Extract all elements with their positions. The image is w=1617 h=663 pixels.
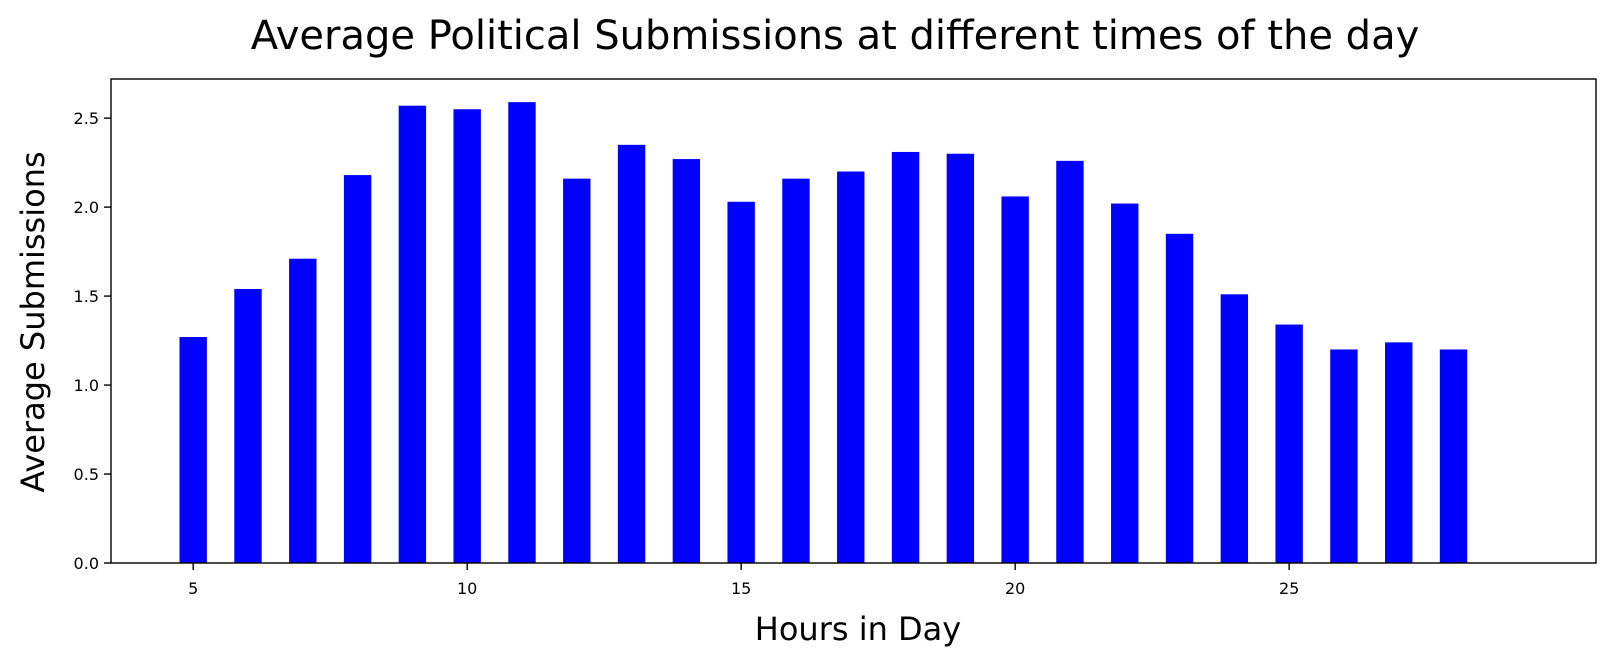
x-tick-label-20: 20 [1005, 579, 1025, 598]
bar-11 [508, 102, 536, 563]
bar-22 [1111, 203, 1139, 563]
bar-9 [398, 105, 427, 564]
bar-19 [946, 153, 975, 563]
y-tick-label-2.0: 2.0 [74, 198, 99, 217]
bar-16 [782, 178, 810, 563]
bar-18 [891, 151, 920, 564]
bar-13 [617, 144, 646, 563]
bar-20 [1001, 196, 1029, 564]
bar-10 [453, 109, 481, 563]
bar-15 [727, 201, 755, 563]
y-tick-label-1.5: 1.5 [74, 287, 99, 306]
bar-26 [1330, 349, 1358, 563]
bar-21 [1056, 160, 1084, 563]
bar-12 [563, 178, 591, 563]
x-tick-label-25: 25 [1279, 579, 1299, 598]
y-tick-label-0.0: 0.0 [74, 554, 99, 573]
y-tick-label-2.5: 2.5 [74, 109, 99, 128]
y-axis-label: Average Submissions [14, 151, 52, 492]
bar-28 [1439, 349, 1468, 563]
x-tick-label-10: 10 [457, 579, 477, 598]
chart-title: Average Political Submissions at differe… [251, 13, 1420, 59]
y-tick-label-0.5: 0.5 [74, 465, 99, 484]
bar-14 [672, 159, 701, 563]
bar-17 [837, 171, 865, 563]
bar-5 [179, 337, 207, 563]
x-tick-label-5: 5 [188, 579, 198, 598]
plot-area: 0.0 0.5 1.0 1.5 2.0 2.5 5 10 15 20 25 [74, 78, 1597, 598]
bar-8 [343, 175, 372, 563]
bar-25 [1275, 324, 1303, 563]
plot-frame [110, 78, 1597, 564]
bar-27 [1385, 342, 1413, 563]
x-tick-label-15: 15 [731, 579, 751, 598]
y-tick-label-1.0: 1.0 [74, 376, 99, 395]
x-axis-label: Hours in Day [755, 610, 961, 648]
bar-7 [289, 258, 317, 563]
bar-24 [1220, 294, 1249, 563]
bar-23 [1165, 233, 1194, 563]
bar-6 [234, 288, 262, 563]
